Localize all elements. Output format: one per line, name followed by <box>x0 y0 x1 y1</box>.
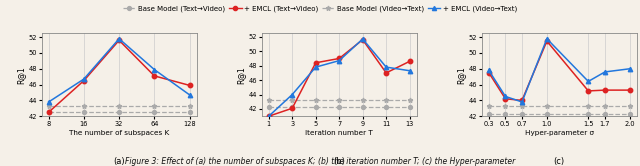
X-axis label: The number of subspaces K: The number of subspaces K <box>69 130 169 136</box>
Text: (c): (c) <box>554 157 565 166</box>
X-axis label: Iteration number T: Iteration number T <box>305 130 373 136</box>
Text: (b): (b) <box>333 157 345 166</box>
Y-axis label: R@1: R@1 <box>237 66 246 83</box>
Text: (a): (a) <box>113 157 125 166</box>
Y-axis label: R@1: R@1 <box>457 66 466 83</box>
Text: Figure 3: Effect of (a) the number of subspaces K; (b) the iteration number T; (: Figure 3: Effect of (a) the number of su… <box>125 157 515 166</box>
Legend: Base Model (Text→Video), + EMCL (Text→Video), Base Model (Video→Text), + EMCL (V: Base Model (Text→Video), + EMCL (Text→Vi… <box>120 3 520 15</box>
Y-axis label: R@1: R@1 <box>17 66 26 83</box>
X-axis label: Hyper-parameter σ: Hyper-parameter σ <box>525 130 594 136</box>
